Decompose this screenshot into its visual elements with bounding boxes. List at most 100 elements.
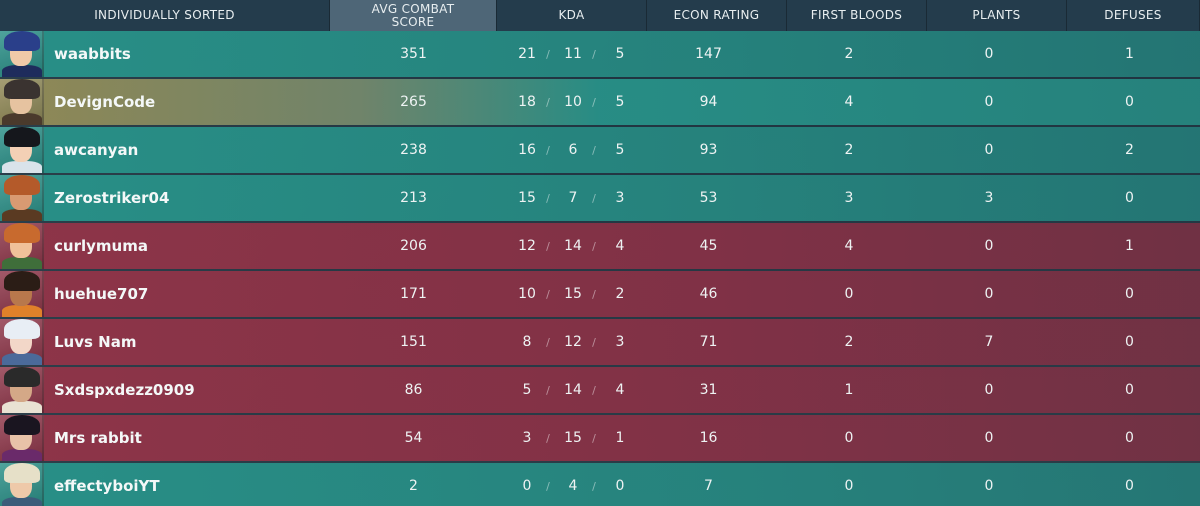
assists-value: 1: [615, 430, 625, 446]
header-econ-rating[interactable]: ECON RATING: [647, 0, 787, 31]
player-name: Luvs Nam: [54, 333, 137, 351]
first-bloods-cell: 4: [844, 94, 854, 110]
player-row[interactable]: huehue707 171 46 0 0 0 10 / 15 / 2: [0, 271, 1200, 317]
header-avg-combat-score[interactable]: AVG COMBAT SCORE: [330, 0, 497, 31]
kda-separator: /: [546, 239, 550, 253]
agent-reyna-icon: [0, 415, 44, 461]
first-bloods-cell: 2: [844, 334, 854, 350]
header-individually-sorted[interactable]: INDIVIDUALLY SORTED: [0, 0, 330, 31]
player-name: awcanyan: [54, 141, 139, 159]
kills-value: 5: [522, 382, 532, 398]
header-defuses[interactable]: DEFUSES: [1067, 0, 1200, 31]
plants-cell: 0: [984, 94, 994, 110]
defuses-cell: 2: [1125, 142, 1134, 158]
player-row[interactable]: Mrs rabbit 54 16 0 0 0 3 / 15 / 1: [0, 415, 1200, 461]
econ-cell: 53: [699, 190, 718, 206]
player-row[interactable]: curlymuma 206 45 4 0 1 12 / 14 / 4: [0, 223, 1200, 269]
kda-separator: /: [592, 431, 596, 445]
plants-cell: 0: [984, 478, 994, 494]
player-name: Mrs rabbit: [54, 429, 142, 447]
kills-value: 15: [518, 190, 536, 206]
header-first-bloods[interactable]: FIRST BLOODS: [787, 0, 927, 31]
player-name: huehue707: [54, 285, 149, 303]
first-bloods-cell: 0: [844, 430, 854, 446]
acs-cell: 86: [404, 382, 423, 398]
plants-cell: 0: [984, 46, 994, 62]
agent-jett-icon: [0, 319, 44, 365]
defuses-cell: 0: [1125, 286, 1134, 302]
first-bloods-cell: 0: [844, 286, 854, 302]
kda-separator: /: [592, 287, 596, 301]
assists-value: 4: [615, 382, 625, 398]
kda-cell: 0 / 4 / 0: [497, 463, 647, 506]
econ-cell: 16: [699, 430, 718, 446]
deaths-value: 11: [564, 46, 582, 62]
deaths-value: 10: [564, 94, 582, 110]
defuses-cell: 0: [1125, 94, 1134, 110]
first-bloods-cell: 2: [844, 46, 854, 62]
player-row[interactable]: effectyboiYT 2 7 0 0 0 0 / 4 / 0: [0, 463, 1200, 506]
acs-cell: 265: [400, 94, 427, 110]
acs-cell: 213: [400, 190, 427, 206]
kda-separator: /: [546, 479, 550, 493]
player-name: effectyboiYT: [54, 477, 160, 495]
acs-cell: 54: [404, 430, 423, 446]
player-name: DevignCode: [54, 93, 156, 111]
acs-cell: 206: [400, 238, 427, 254]
agent-yoru-icon: [0, 31, 44, 77]
defuses-cell: 0: [1125, 478, 1134, 494]
header-kda[interactable]: KDA: [497, 0, 647, 31]
kda-cell: 16 / 6 / 5: [497, 127, 647, 173]
defuses-cell: 0: [1125, 382, 1134, 398]
kills-value: 0: [522, 478, 532, 494]
agent-sova-icon: [0, 463, 44, 506]
kills-value: 16: [518, 142, 536, 158]
agent-raze-icon: [0, 271, 44, 317]
player-row[interactable]: awcanyan 238 93 2 0 2 16 / 6 / 5: [0, 127, 1200, 173]
kills-value: 21: [518, 46, 536, 62]
defuses-cell: 0: [1125, 430, 1134, 446]
kda-separator: /: [592, 47, 596, 61]
acs-cell: 238: [400, 142, 427, 158]
player-row[interactable]: Luvs Nam 151 71 2 7 0 8 / 12 / 3: [0, 319, 1200, 365]
deaths-value: 7: [568, 190, 578, 206]
defuses-cell: 1: [1125, 46, 1134, 62]
econ-cell: 94: [699, 94, 718, 110]
kda-cell: 8 / 12 / 3: [497, 319, 647, 365]
player-row[interactable]: Zerostriker04 213 53 3 3 0 15 / 7 / 3: [0, 175, 1200, 221]
kda-cell: 10 / 15 / 2: [497, 271, 647, 317]
acs-cell: 151: [400, 334, 427, 350]
deaths-value: 14: [564, 238, 582, 254]
assists-value: 3: [615, 334, 625, 350]
kda-separator: /: [546, 335, 550, 349]
header-plants[interactable]: PLANTS: [927, 0, 1067, 31]
agent-skye-icon: [0, 223, 44, 269]
assists-value: 5: [615, 94, 625, 110]
defuses-cell: 1: [1125, 238, 1134, 254]
kda-cell: 5 / 14 / 4: [497, 367, 647, 413]
plants-cell: 0: [984, 238, 994, 254]
kda-separator: /: [592, 479, 596, 493]
plants-cell: 3: [984, 190, 994, 206]
plants-cell: 0: [984, 286, 994, 302]
kda-cell: 12 / 14 / 4: [497, 223, 647, 269]
kills-value: 12: [518, 238, 536, 254]
assists-value: 3: [615, 190, 625, 206]
first-bloods-cell: 4: [844, 238, 854, 254]
first-bloods-cell: 2: [844, 142, 854, 158]
player-row[interactable]: Sxdspxdezz0909 86 31 1 0 0 5 / 14 / 4: [0, 367, 1200, 413]
kda-cell: 18 / 10 / 5: [497, 79, 647, 125]
kda-separator: /: [546, 287, 550, 301]
defuses-cell: 0: [1125, 190, 1134, 206]
player-row[interactable]: DevignCode 265 94 4 0 0 18 / 10 / 5: [0, 79, 1200, 125]
kda-separator: /: [546, 191, 550, 205]
player-row[interactable]: waabbits 351 147 2 0 1 21 / 11 / 5: [0, 31, 1200, 77]
kda-separator: /: [546, 95, 550, 109]
acs-cell: 351: [400, 46, 427, 62]
agent-cypher-icon: [0, 367, 44, 413]
kda-separator: /: [592, 383, 596, 397]
econ-cell: 147: [695, 46, 722, 62]
kills-value: 8: [522, 334, 532, 350]
kda-separator: /: [592, 95, 596, 109]
